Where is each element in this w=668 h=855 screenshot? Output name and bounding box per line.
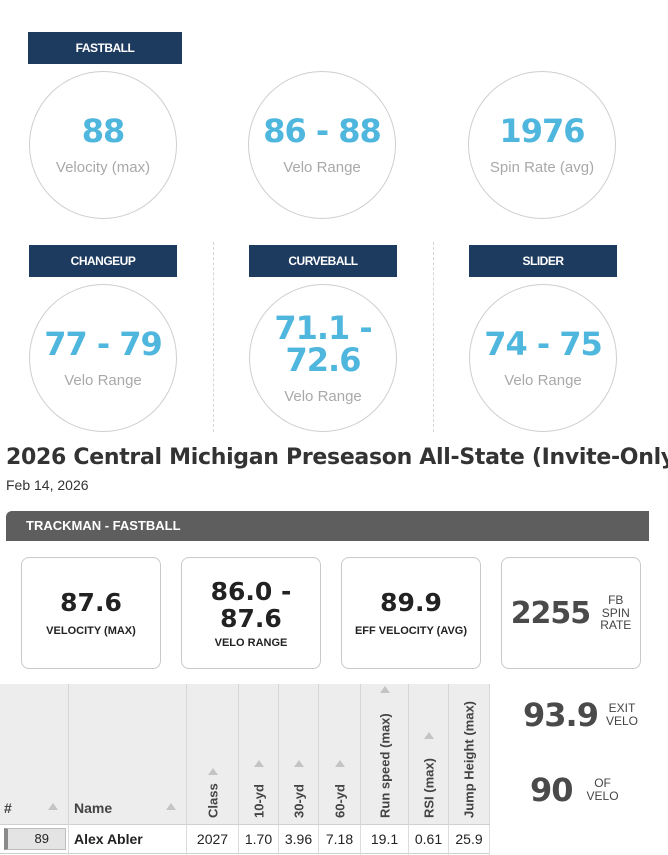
col-header-60yd[interactable]: 60-yd: [318, 684, 360, 824]
sort-name-icon[interactable]: [166, 803, 176, 810]
fb-velocity-max-value: 88: [81, 111, 126, 150]
fb-velocity-max-circle: 88 Velocity (max): [29, 71, 177, 219]
num-badge: 89: [4, 828, 66, 850]
col-header-60yd-label: 60-yd: [332, 784, 347, 818]
col-header-10yd[interactable]: 10-yd: [238, 684, 278, 824]
tm-eff-velocity-value: 89.9: [380, 588, 442, 618]
col-header-rsi[interactable]: RSI (max): [408, 684, 448, 824]
tm-velo-range-card: 86.0 - 87.6 VELO RANGE: [181, 557, 321, 669]
sort-run-speed-icon[interactable]: [380, 686, 390, 693]
cell-jump: 25.9: [448, 825, 490, 855]
exit-velo-value: 93.9: [523, 696, 599, 734]
tm-velocity-max-card: 87.6 VELOCITY (MAX): [21, 557, 161, 669]
changeup-tag: CHANGEUP: [29, 245, 177, 277]
changeup-label: Velo Range: [64, 371, 142, 389]
fb-velo-range-circle: 86 - 88 Velo Range: [248, 71, 396, 219]
curveball-tag: CURVEBALL: [249, 245, 397, 277]
fb-spin-rate-label: Spin Rate (avg): [489, 158, 595, 176]
sort-10yd-icon[interactable]: [254, 760, 264, 767]
cell-30yd: 3.96: [278, 825, 318, 855]
tm-fb-spin-card: 2255 FB SPIN RATE: [501, 557, 641, 669]
col-sep-name: [68, 684, 69, 824]
curveball-value: 71.1 - 72.6: [274, 308, 372, 379]
curveball-label: Velo Range: [284, 387, 362, 405]
cell-run-speed: 19.1: [360, 825, 408, 855]
sort-60yd-icon[interactable]: [335, 760, 345, 767]
col-header-class-label: Class: [205, 783, 220, 818]
divider-right: [433, 242, 434, 432]
tm-fb-spin-label: FB SPIN RATE: [600, 593, 632, 633]
table-row[interactable]: 89 Alex Abler 2027 1.70 3.96 7.18 19.1 0…: [0, 824, 490, 855]
cell-num-text: 89: [34, 831, 49, 846]
fb-spin-rate-circle: 1976 Spin Rate (avg): [468, 71, 616, 219]
slider-circle: 74 - 75 Velo Range: [469, 284, 617, 432]
cell-num: 89: [2, 825, 66, 855]
fb-velocity-max-label: Velocity (max): [55, 158, 151, 176]
tm-fb-spin-stat: 2255 FB SPIN RATE: [511, 594, 632, 632]
fb-velo-range-value: 86 - 88: [263, 111, 382, 150]
changeup-circle: 77 - 79 Velo Range: [29, 284, 177, 432]
col-header-10yd-label: 10-yd: [251, 784, 266, 818]
of-velo-stat: 90 OF VELO: [530, 771, 619, 809]
tm-velocity-max-value: 87.6: [60, 588, 122, 618]
cell-name: Alex Abler: [68, 825, 186, 855]
col-header-jump-label: Jump Height (max): [461, 700, 477, 818]
sort-class-icon[interactable]: [208, 768, 218, 775]
tm-fb-spin-value: 2255: [510, 595, 591, 631]
col-header-run-speed[interactable]: Run speed (max): [360, 684, 408, 824]
of-velo-label: OF VELO: [586, 776, 619, 803]
col-header-run-speed-label: Run speed (max): [377, 713, 392, 818]
col-header-jump[interactable]: Jump Height (max): [448, 684, 490, 824]
col-header-30yd-label: 30-yd: [291, 784, 306, 818]
divider-left: [213, 242, 214, 432]
fb-spin-rate-value: 1976: [499, 111, 585, 150]
tm-velocity-max-label: VELOCITY (MAX): [46, 624, 136, 637]
tm-velo-range-label: VELO RANGE: [214, 636, 288, 649]
slider-label: Velo Range: [504, 371, 582, 389]
tm-eff-velocity-card: 89.9 EFF VELOCITY (AVG): [341, 557, 481, 669]
col-header-num[interactable]: #: [4, 800, 12, 816]
sort-num-icon[interactable]: [48, 803, 58, 810]
exit-velo-stat: 93.9 EXIT VELO: [523, 696, 638, 734]
sort-30yd-icon[interactable]: [294, 760, 304, 767]
cell-class: 2027: [186, 825, 238, 855]
fastball-tag: FASTBALL: [28, 32, 182, 64]
col-header-30yd[interactable]: 30-yd: [278, 684, 318, 824]
of-velo-value: 90: [530, 771, 574, 809]
tm-velo-range-value: 86.0 - 87.6: [210, 576, 292, 633]
col-header-name[interactable]: Name: [74, 800, 113, 816]
cell-60yd: 7.18: [318, 825, 360, 855]
event-title: 2026 Central Michigan Preseason All-Stat…: [6, 445, 668, 470]
col-header-rsi-label: RSI (max): [421, 758, 436, 818]
changeup-value: 77 - 79: [44, 324, 163, 363]
trackman-header: TRACKMAN - FASTBALL: [6, 511, 649, 541]
col-header-class[interactable]: Class: [186, 684, 238, 824]
tm-eff-velocity-label: EFF VELOCITY (AVG): [354, 624, 468, 637]
fb-velo-range-label: Velo Range: [283, 158, 361, 176]
exit-velo-label: EXIT VELO: [605, 701, 638, 728]
cell-10yd: 1.70: [238, 825, 278, 855]
sort-rsi-icon[interactable]: [424, 732, 434, 739]
slider-tag: SLIDER: [469, 245, 617, 277]
event-date: Feb 14, 2026: [6, 477, 89, 493]
curveball-circle: 71.1 - 72.6 Velo Range: [249, 284, 397, 432]
cell-rsi: 0.61: [408, 825, 448, 855]
slider-value: 74 - 75: [484, 324, 603, 363]
